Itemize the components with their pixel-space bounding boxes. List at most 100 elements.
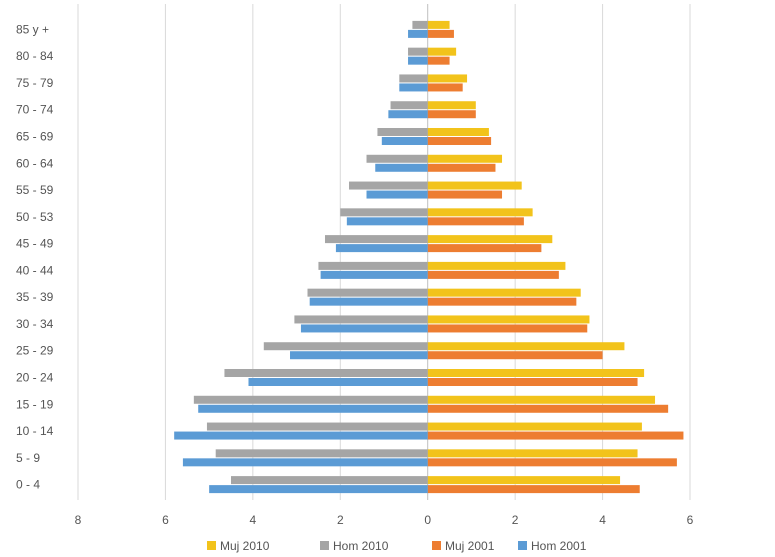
bar-hom-2010-8 — [318, 261, 428, 270]
bar-muj-2010-10 — [427, 208, 533, 217]
legend: Muj 2010 Hom 2010 Muj 2001 Hom 2001 — [207, 539, 587, 553]
bar-hom-2001-11 — [366, 190, 428, 199]
bar-hom-2010-17 — [412, 20, 428, 29]
bar-hom-2001-3 — [198, 404, 428, 413]
category-label: 0 - 4 — [16, 478, 40, 492]
bar-hom-2010-6 — [294, 315, 428, 324]
bar-hom-2010-5 — [263, 342, 428, 351]
bar-hom-2001-9 — [335, 244, 428, 253]
bars — [174, 20, 684, 494]
bar-muj-2001-1 — [427, 458, 677, 467]
bar-muj-2010-14 — [427, 101, 476, 110]
category-label: 5 - 9 — [16, 451, 40, 465]
legend-label: Hom 2010 — [333, 539, 389, 553]
bar-hom-2001-14 — [388, 110, 428, 119]
bar-muj-2010-17 — [427, 20, 450, 29]
bar-muj-2001-8 — [427, 270, 559, 279]
x-tick-label: 2 — [512, 513, 519, 527]
bar-muj-2001-2 — [427, 431, 684, 440]
bar-muj-2010-11 — [427, 181, 522, 190]
bar-hom-2001-1 — [182, 458, 428, 467]
category-label: 20 - 24 — [16, 371, 54, 385]
bar-hom-2010-15 — [399, 74, 428, 83]
bar-muj-2010-1 — [427, 449, 638, 458]
x-tick-label: 8 — [75, 513, 82, 527]
bar-muj-2001-0 — [427, 485, 640, 494]
legend-label: Muj 2001 — [445, 539, 495, 553]
bar-muj-2010-15 — [427, 74, 468, 83]
category-label: 15 - 19 — [16, 397, 54, 411]
bar-muj-2010-5 — [427, 342, 625, 351]
bar-hom-2010-7 — [307, 288, 428, 297]
bar-hom-2010-13 — [377, 128, 428, 136]
category-label: 70 - 74 — [16, 103, 54, 117]
category-label: 55 - 59 — [16, 183, 54, 197]
category-label: 60 - 64 — [16, 156, 54, 170]
category-labels: 0 - 4 5 - 9 10 - 14 15 - 19 20 - 24 25 - 29 30… — [16, 22, 54, 491]
x-tick-label: 4 — [250, 513, 257, 527]
category-label: 85 y + — [16, 22, 49, 36]
x-tick-label: 0 — [424, 513, 431, 527]
legend-swatch — [207, 541, 216, 550]
bar-muj-2001-4 — [427, 378, 638, 386]
category-label: 75 - 79 — [16, 76, 54, 90]
legend-label: Muj 2010 — [220, 539, 270, 553]
bar-hom-2010-2 — [206, 422, 428, 431]
bar-hom-2010-4 — [224, 369, 428, 377]
bar-muj-2010-16 — [427, 47, 457, 56]
x-tick-label: 2 — [337, 513, 344, 527]
bar-hom-2001-2 — [174, 431, 428, 440]
bar-hom-2001-4 — [248, 378, 428, 386]
category-label: 10 - 14 — [16, 424, 54, 438]
x-tick-label: 6 — [162, 513, 169, 527]
bar-hom-2010-14 — [390, 101, 428, 110]
bar-muj-2001-13 — [427, 137, 492, 145]
bar-muj-2010-12 — [427, 154, 503, 163]
x-tick-label: 6 — [687, 513, 694, 527]
legend-swatch — [518, 541, 527, 550]
bar-hom-2001-6 — [300, 324, 428, 333]
bar-hom-2001-12 — [375, 163, 428, 172]
bar-muj-2010-6 — [427, 315, 590, 324]
bar-hom-2001-5 — [290, 351, 428, 360]
category-label: 45 - 49 — [16, 237, 54, 251]
bar-hom-2010-1 — [215, 449, 428, 458]
x-tick-label: 4 — [599, 513, 606, 527]
bar-muj-2001-14 — [427, 110, 476, 119]
bar-hom-2001-15 — [399, 83, 428, 92]
category-label: 35 - 39 — [16, 290, 54, 304]
bar-muj-2001-12 — [427, 163, 496, 172]
bar-muj-2001-10 — [427, 217, 524, 226]
bar-muj-2010-3 — [427, 395, 656, 404]
bar-muj-2001-5 — [427, 351, 603, 360]
bar-hom-2001-16 — [408, 56, 428, 65]
category-label: 30 - 34 — [16, 317, 54, 331]
bar-muj-2010-0 — [427, 476, 621, 485]
bar-muj-2001-17 — [427, 29, 454, 38]
legend-swatch — [432, 541, 441, 550]
bar-hom-2001-0 — [209, 485, 428, 494]
category-label: 25 - 29 — [16, 344, 54, 358]
bar-muj-2001-16 — [427, 56, 450, 65]
bar-muj-2001-3 — [427, 404, 669, 413]
bar-hom-2010-10 — [340, 208, 428, 217]
bar-muj-2010-13 — [427, 128, 489, 136]
bar-hom-2010-16 — [408, 47, 428, 56]
bar-muj-2001-11 — [427, 190, 503, 199]
legend-label: Hom 2001 — [531, 539, 587, 553]
bar-muj-2001-15 — [427, 83, 463, 92]
bar-muj-2001-9 — [427, 244, 542, 253]
bar-muj-2010-7 — [427, 288, 581, 297]
bar-hom-2010-0 — [231, 476, 428, 485]
bar-hom-2010-3 — [193, 395, 428, 404]
bar-hom-2001-7 — [309, 297, 428, 306]
category-label: 40 - 44 — [16, 263, 54, 277]
bar-hom-2010-11 — [349, 181, 428, 190]
bar-hom-2001-8 — [320, 270, 428, 279]
category-label: 50 - 53 — [16, 210, 54, 224]
bar-muj-2001-7 — [427, 297, 577, 306]
bar-muj-2010-9 — [427, 235, 553, 244]
category-label: 65 - 69 — [16, 130, 54, 144]
bar-muj-2010-4 — [427, 369, 645, 377]
